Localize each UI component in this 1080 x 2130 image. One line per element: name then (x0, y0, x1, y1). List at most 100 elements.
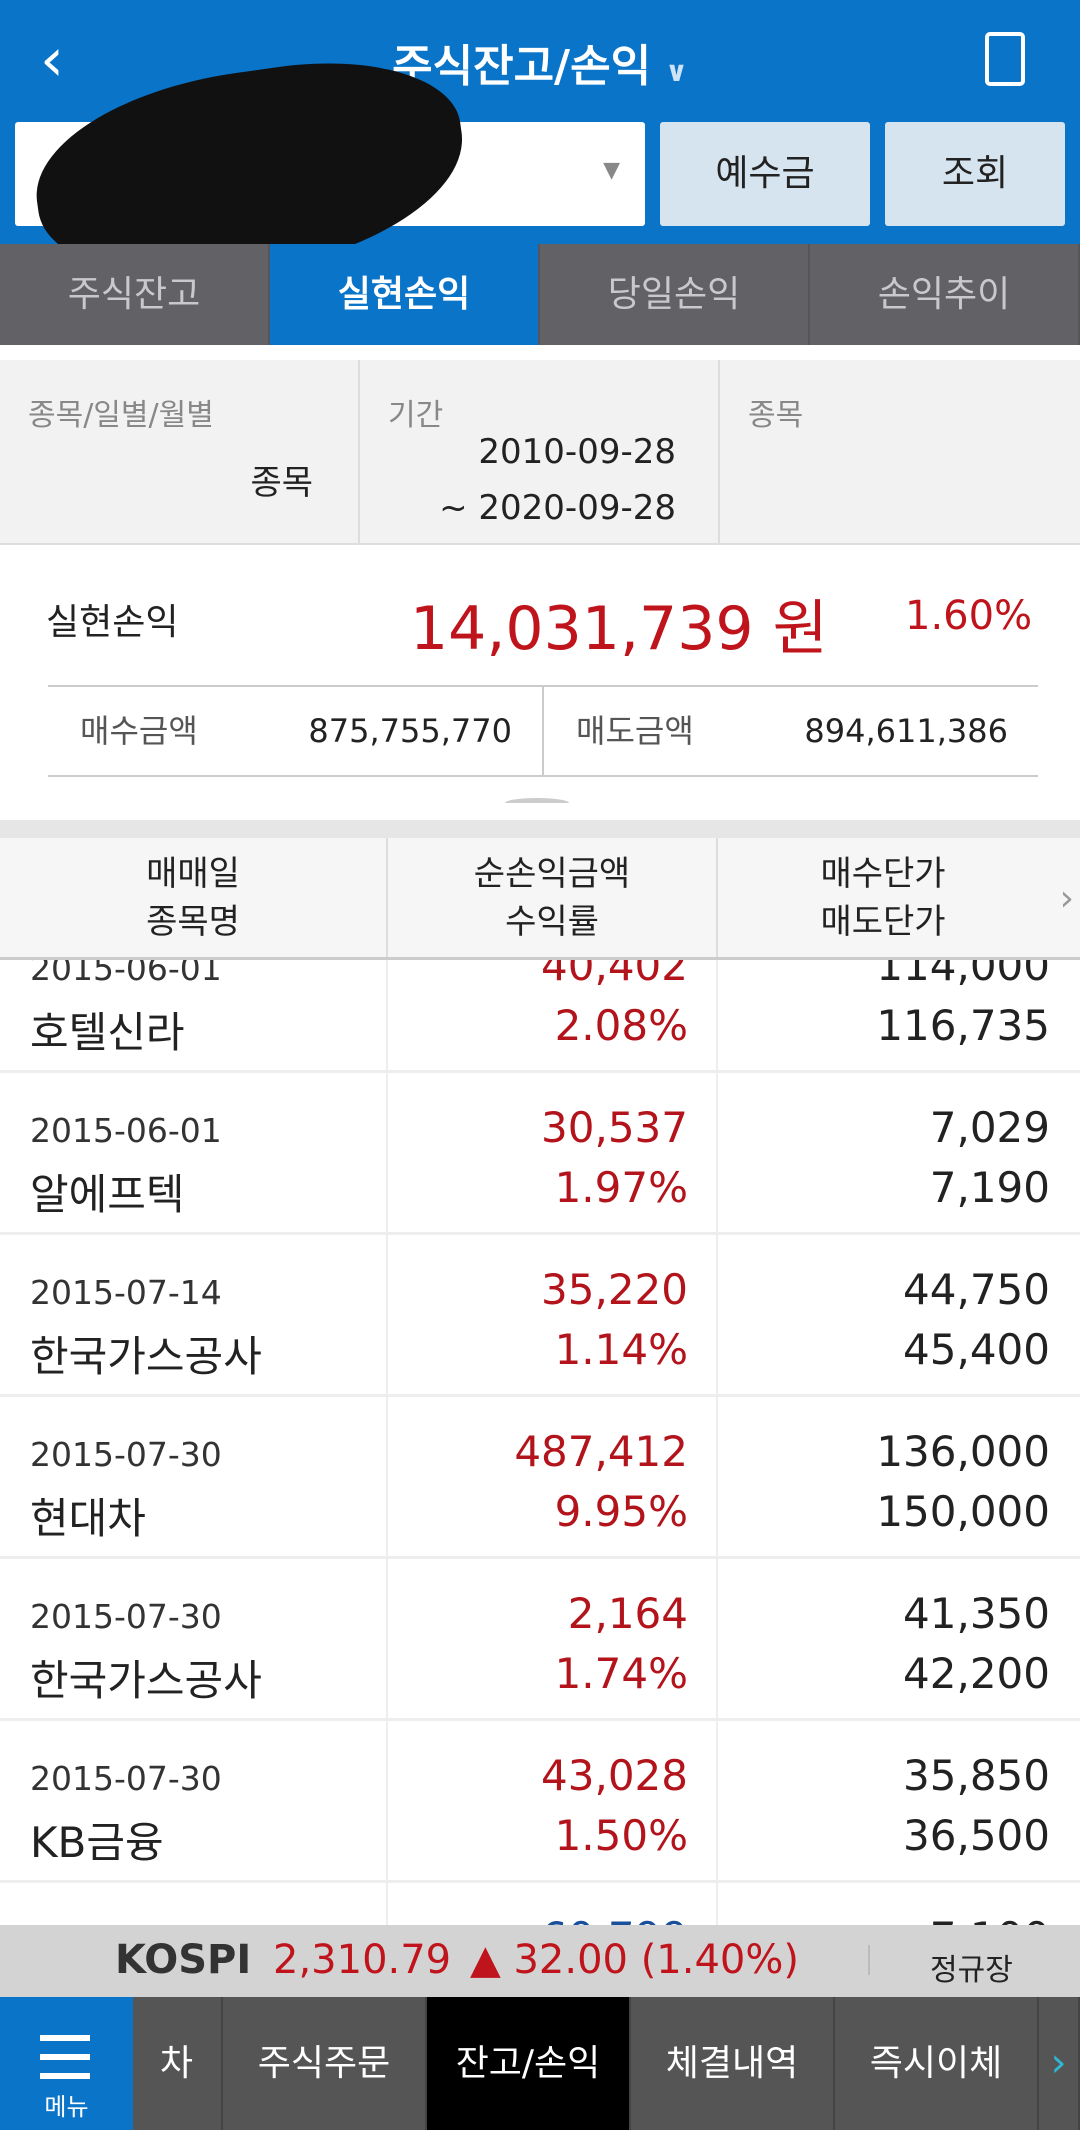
period-filter[interactable]: 기간 2010-09-28 ~ 2020-09-28 (360, 360, 720, 543)
col-profit-rate[interactable]: 순손익금액 수익률 (388, 838, 718, 957)
buy-price: 7,029 (929, 1103, 1050, 1152)
query-button[interactable]: 조회 (885, 122, 1065, 226)
table-row[interactable]: 2015-07-30 현대차 487,412 9.95% 136,000 150,000 (0, 1397, 1080, 1559)
tab-daily-pl[interactable]: 당일손익 (540, 244, 810, 345)
net-profit: 43,028 (541, 1751, 688, 1800)
return-rate: 9.95% (554, 1487, 688, 1536)
chevron-down-icon: ∨ (665, 55, 688, 88)
menu-label: 메뉴 (44, 2093, 89, 2121)
index-name: KOSPI (115, 1937, 252, 1983)
col-buy-sell[interactable]: 매수단가 매도단가 (718, 838, 1048, 957)
price-cell: 7,029 7,190 (718, 1073, 1080, 1232)
table-header: 매매일 종목명 순손익금액 수익률 매수단가 매도단가 › (0, 838, 1080, 960)
price-cell: 114,000 116,735 (718, 960, 1080, 1070)
date-name-cell: 2015-07-14 한국가스공사 (0, 1235, 388, 1394)
price-cell: 7,100 (718, 1883, 1080, 1925)
realized-pl-value: 14,031,739 원 (410, 594, 828, 664)
index-change: ▲ 32.00 (1.40%) (470, 1937, 799, 1983)
index-ticker[interactable]: KOSPI 2,310.79 ▲ 32.00 (1.40%) 정규장 (0, 1925, 1080, 1997)
table-row[interactable]: 2015-06-01 알에프텍 30,537 1.97% 7,029 7,190 (0, 1073, 1080, 1235)
divider (868, 1945, 870, 1975)
table-row[interactable]: 2015-06-01 호텔신라 40,402 2.08% 114,000 116,735 (0, 960, 1080, 1073)
return-rate: 1.50% (554, 1811, 688, 1860)
type-value: 종목 (250, 463, 313, 503)
stock-name: 현대차 (30, 1494, 146, 1543)
nav-instant-transfer[interactable]: 즉시이체 (835, 1997, 1039, 2130)
nav-chart[interactable]: 차트 (133, 1997, 223, 2130)
stock-filter[interactable]: 종목 (720, 360, 1080, 543)
buy-price: 41,350 (903, 1589, 1050, 1638)
date-name-cell: 2015-06-01 알에프텍 (0, 1073, 388, 1232)
filter-panel: 종목/일별/월별 종목 기간 2010-09-28 ~ 2020-09-28 종… (0, 360, 1080, 545)
tab-stock-balance[interactable]: 주식잔고 (0, 244, 270, 345)
chevron-right-icon[interactable]: › (1059, 878, 1074, 919)
buy-sell-amounts: 매수금액 875,755,770 매도금액 894,611,386 (48, 685, 1038, 777)
nav-balance-pl[interactable]: 잔고/손익 (427, 1997, 631, 2130)
net-profit: 487,412 (514, 1427, 688, 1476)
table-row[interactable]: 60,799 7,100 (0, 1883, 1080, 1925)
bottom-nav: 메뉴 차트 주식주문 잔고/손익 체결내역 즉시이체 › (0, 1997, 1080, 2130)
period-end: ~ 2020-09-28 (439, 488, 676, 528)
tab-pl-trend[interactable]: 손익추이 (810, 244, 1080, 345)
profit-cell: 60,799 (388, 1883, 718, 1925)
sell-price: 42,200 (903, 1649, 1050, 1698)
trade-date: 2015-06-01 (30, 960, 222, 988)
date-name-cell: 2015-07-30 현대차 (0, 1397, 388, 1556)
buy-price: 7,100 (930, 1913, 1050, 1925)
realized-pl-label: 실현손익 (46, 602, 179, 643)
net-profit: 2,164 (567, 1589, 688, 1638)
nav-executions[interactable]: 체결내역 (631, 1997, 835, 2130)
rotate-screen-icon[interactable] (985, 32, 1025, 86)
app-header: ‹ 주식잔고/손익 ∨ ▼ 예수금 조회 (0, 0, 1080, 301)
sell-price: 116,735 (876, 1001, 1050, 1050)
menu-button[interactable]: 메뉴 (0, 1997, 133, 2130)
nav-stock-order[interactable]: 주식주문 (223, 1997, 427, 2130)
index-value: 2,310.79 (273, 1937, 452, 1983)
profit-cell: 43,028 1.50% (388, 1721, 718, 1880)
deposit-button[interactable]: 예수금 (660, 122, 870, 226)
price-cell: 136,000 150,000 (718, 1397, 1080, 1556)
table-row[interactable]: 2015-07-14 한국가스공사 35,220 1.14% 44,750 45,400 (0, 1235, 1080, 1397)
collapse-handle[interactable] (505, 798, 569, 808)
return-rate: 1.97% (554, 1163, 688, 1212)
sell-price: 7,190 (929, 1163, 1050, 1212)
date-name-cell: 2015-07-30 한국가스공사 (0, 1559, 388, 1718)
return-rate: 1.74% (554, 1649, 688, 1698)
sell-amount-value: 894,611,386 (804, 712, 1008, 750)
stock-name: 한국가스공사 (30, 1656, 262, 1705)
account-select[interactable]: ▼ (15, 43, 645, 301)
trade-date: 2015-07-30 (30, 1759, 222, 1798)
net-profit: 35,220 (541, 1265, 688, 1314)
buy-amount-label: 매수금액 (80, 712, 198, 750)
sell-amount-label: 매도금액 (576, 712, 694, 750)
sell-price: 45,400 (903, 1325, 1050, 1374)
stock-label: 종목 (748, 398, 804, 433)
price-cell: 41,350 42,200 (718, 1559, 1080, 1718)
profit-cell: 35,220 1.14% (388, 1235, 718, 1394)
table-row[interactable]: 2015-07-30 KB금융 43,028 1.50% 35,850 36,500 (0, 1721, 1080, 1883)
stock-name: 알에프텍 (30, 1170, 185, 1219)
page-title[interactable]: 주식잔고/손익 ∨ (0, 30, 1080, 94)
buy-price: 35,850 (903, 1751, 1050, 1800)
page-title-text: 주식잔고/손익 (392, 41, 652, 92)
profit-cell: 487,412 9.95% (388, 1397, 718, 1556)
col-date-name[interactable]: 매매일 종목명 (0, 838, 388, 957)
net-profit: 40,402 (541, 960, 688, 990)
table-row[interactable]: 2015-07-30 한국가스공사 2,164 1.74% 41,350 42,200 (0, 1559, 1080, 1721)
buy-price: 136,000 (876, 1427, 1050, 1476)
date-name-cell: 2015-06-01 호텔신라 (0, 960, 388, 1070)
trade-list[interactable]: 2015-06-01 호텔신라 40,402 2.08% 114,000 116,735 2… (0, 960, 1080, 1925)
col-header-date: 매매일 (146, 854, 240, 894)
date-name-cell (0, 1883, 388, 1925)
back-icon[interactable]: ‹ (40, 25, 64, 95)
type-filter[interactable]: 종목/일별/월별 종목 (0, 360, 360, 543)
trade-date: 2015-07-14 (30, 1273, 222, 1312)
nav-next-icon[interactable]: › (1039, 1997, 1080, 2130)
tab-realized-pl[interactable]: 실현손익 (270, 244, 540, 345)
profit-cell: 30,537 1.97% (388, 1073, 718, 1232)
type-label: 종목/일별/월별 (28, 398, 214, 433)
col-header-buy-price: 매수단가 (820, 854, 946, 894)
profit-cell: 2,164 1.74% (388, 1559, 718, 1718)
realized-pl-rate: 1.60% (905, 593, 1033, 639)
period-label: 기간 (388, 398, 444, 433)
